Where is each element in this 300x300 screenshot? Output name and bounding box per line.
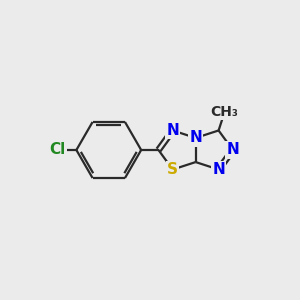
Text: N: N [212, 162, 225, 177]
Text: N: N [166, 123, 179, 138]
Text: CH₃: CH₃ [211, 105, 239, 119]
Text: N: N [226, 142, 239, 158]
Text: N: N [189, 130, 202, 146]
Text: Cl: Cl [50, 142, 66, 158]
Text: S: S [167, 162, 178, 177]
